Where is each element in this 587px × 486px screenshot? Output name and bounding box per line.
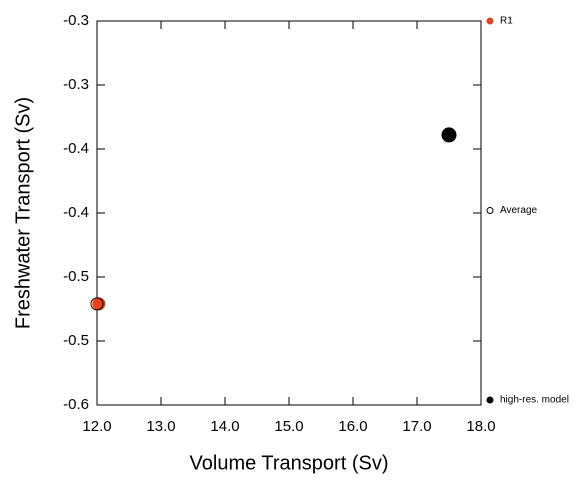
y-tick-label: -0.3 <box>63 12 89 29</box>
x-tick-label: 14.0 <box>210 418 239 435</box>
y-tick-label: -0.6 <box>63 396 89 413</box>
x-tick-label: 15.0 <box>274 418 303 435</box>
legend-label: R1 <box>500 16 513 27</box>
y-tick-label: -0.3 <box>63 76 89 93</box>
y-tick-label: -0.4 <box>63 140 89 157</box>
x-tick-label: 16.0 <box>338 418 367 435</box>
x-tick-label: 17.0 <box>402 418 431 435</box>
point <box>441 127 457 143</box>
legend-label: high-res. model <box>500 395 569 406</box>
legend-label: Average <box>500 205 538 216</box>
plot-frame <box>96 20 482 406</box>
y-axis-label: Freshwater Transport (Sv) <box>12 97 34 329</box>
y-tick-label: -0.5 <box>63 268 89 285</box>
legend-marker <box>486 207 494 214</box>
x-axis-label: Volume Transport (Sv) <box>190 452 389 474</box>
point <box>90 297 104 311</box>
y-tick-label: -0.5 <box>63 332 89 349</box>
x-tick-label: 12.0 <box>82 418 111 435</box>
y-tick-label: -0.4 <box>63 204 89 221</box>
legend-marker <box>486 17 494 25</box>
x-tick-label: 18.0 <box>466 418 495 435</box>
x-tick-label: 13.0 <box>146 418 175 435</box>
legend-marker <box>486 396 494 404</box>
